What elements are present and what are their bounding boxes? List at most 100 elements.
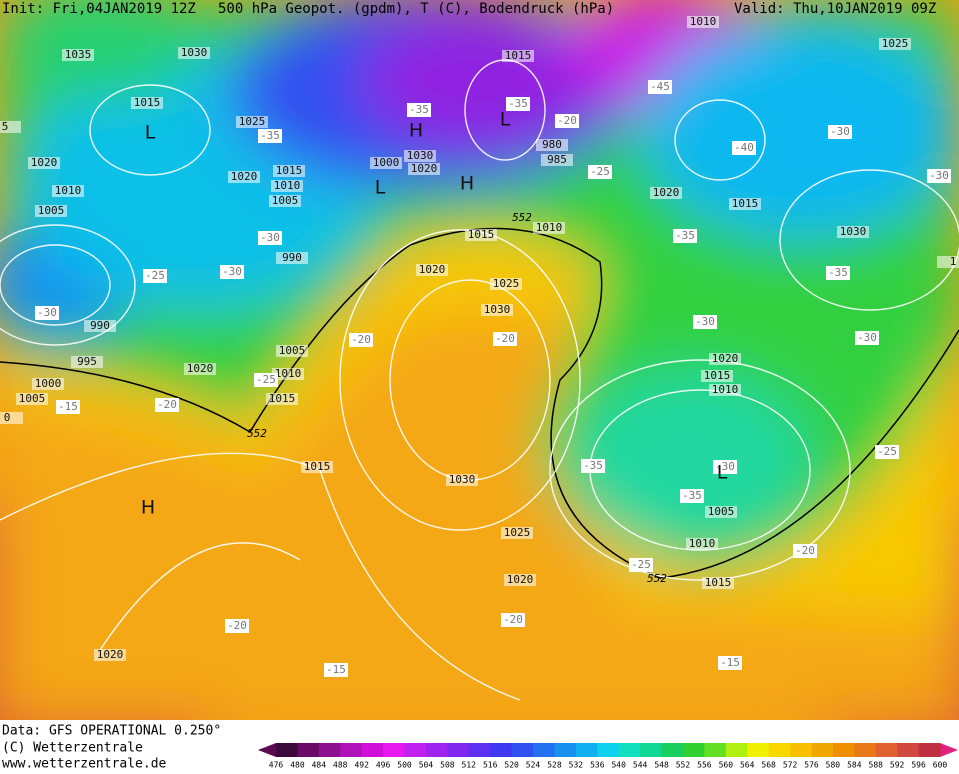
isobar-label-bg — [408, 163, 440, 175]
colorbar-tick-label: 564 — [740, 761, 755, 770]
colorbar-tick-label: 528 — [547, 761, 562, 770]
temperature-label: -30 — [260, 231, 280, 244]
temperature-label: -35 — [409, 103, 429, 116]
colorbar-cell — [747, 743, 770, 757]
colorbar-tick-label: 496 — [376, 761, 391, 770]
pressure-center: L — [375, 177, 386, 199]
temperature-label: -20 — [495, 332, 515, 345]
colorbar-tick-label: 536 — [590, 761, 605, 770]
temperature-label: -30 — [222, 265, 242, 278]
colorbar-tick-label: 556 — [697, 761, 712, 770]
isobar-label-bg — [52, 185, 84, 197]
isobar-label: 1010 — [536, 221, 563, 234]
isobar-label-bg — [28, 157, 60, 169]
colorbar-tick-label: 480 — [290, 761, 305, 770]
colorbar-tick-label: 588 — [869, 761, 884, 770]
colorbar-cell — [682, 743, 705, 757]
temperature-label-bg — [407, 103, 431, 117]
colorbar-tick-label: 580 — [826, 761, 841, 770]
colorbar-tick-label: 584 — [847, 761, 862, 770]
colorbar-tick-label: 552 — [676, 761, 691, 770]
colorbar-cell — [918, 743, 941, 757]
temperature-label: -30 — [37, 306, 57, 319]
temperature-label: -35 — [583, 459, 603, 472]
colorbar-cell — [768, 743, 791, 757]
isobar-label: 1030 — [449, 473, 476, 486]
isobar-label-bg — [276, 252, 308, 264]
isobar-label: 1015 — [704, 369, 731, 382]
init-time: Init: Fri,04JAN2019 12Z — [2, 1, 196, 17]
colorbar-tick-label: 524 — [526, 761, 541, 770]
colorbar-cell — [340, 743, 363, 757]
colorbar-cell — [383, 743, 406, 757]
colorbar-tick-label: 492 — [354, 761, 369, 770]
temperature-label-bg — [258, 129, 282, 143]
temperature-label-bg — [629, 558, 653, 572]
temperature-label: -25 — [631, 558, 651, 571]
isobar-label-bg — [937, 256, 959, 268]
colorbar-tick-label: 596 — [911, 761, 926, 770]
temperature-label-bg — [324, 663, 348, 677]
isobar-label: 1020 — [187, 362, 214, 375]
colorbar-tick-label: 516 — [483, 761, 498, 770]
colorbar-tick-label: 500 — [397, 761, 412, 770]
colorbar-tick-label: 560 — [719, 761, 734, 770]
temperature-label: -20 — [227, 619, 247, 632]
temperature-label: -35 — [508, 97, 528, 110]
isobar-label: 1030 — [840, 225, 867, 238]
colorbar-tick-label: 540 — [611, 761, 626, 770]
isobar-label-bg — [536, 139, 568, 151]
isobar-label-bg — [272, 368, 304, 380]
temperature-label-bg — [220, 265, 244, 279]
temperature-label: -35 — [260, 129, 280, 142]
isobar-label-bg — [32, 378, 64, 390]
temperature-label-bg — [506, 97, 530, 111]
temperature-label-bg — [718, 656, 742, 670]
temperature-label: -30 — [715, 460, 735, 473]
isobar-label-bg — [533, 222, 565, 234]
isobar-label: 1015 — [505, 49, 532, 62]
isobar-label: 1020 — [97, 648, 124, 661]
colorbar-tick-label: 572 — [783, 761, 798, 770]
colorbar-cell — [297, 743, 320, 757]
isobar-label: 1 — [950, 255, 957, 268]
colorbar-tick-label: 576 — [804, 761, 819, 770]
isobar-label-bg — [16, 393, 48, 405]
pressure-center: L — [145, 122, 156, 144]
isobar-label-bg — [71, 356, 103, 368]
isobar-label: 1020 — [411, 162, 438, 175]
isobar-label: 1015 — [276, 164, 303, 177]
colorbar-cell — [490, 743, 513, 757]
isobar-label-bg — [709, 384, 741, 396]
colorbar-tick-label: 568 — [761, 761, 776, 770]
colorbar-cell — [361, 743, 384, 757]
colorbar-tick-label: 504 — [419, 761, 434, 770]
pressure-center: H — [409, 120, 423, 142]
isobar-label-bg — [236, 116, 268, 128]
colorbar-tick-label: 532 — [569, 761, 584, 770]
temperature-label-bg — [349, 333, 373, 347]
isobar-label: 1015 — [134, 96, 161, 109]
temperature-label-bg — [673, 229, 697, 243]
isobar-label-bg — [271, 180, 303, 192]
colorbar-tick-label: 544 — [633, 761, 648, 770]
colorbar-low-end — [258, 743, 276, 757]
isobar-label-bg — [481, 304, 513, 316]
colorbar-cell — [597, 743, 620, 757]
isobar-label: 980 — [542, 138, 562, 151]
colorbar-cell — [875, 743, 898, 757]
copyright: (C) Wetterzentrale — [2, 741, 143, 756]
temperature-label-bg — [855, 331, 879, 345]
temperature-label-bg — [826, 266, 850, 280]
isobar-label-bg — [490, 278, 522, 290]
isobar-label: 1005 — [708, 505, 735, 518]
temperature-label-bg — [793, 544, 817, 558]
isobar-label: 1020 — [31, 156, 58, 169]
website: www.wetterzentrale.de — [2, 757, 167, 771]
colorbar-cell — [276, 743, 298, 757]
colorbar-tick-label: 548 — [654, 761, 669, 770]
temperature-label-bg — [143, 269, 167, 283]
isobar-label: 1020 — [712, 352, 739, 365]
isobar-label: 1015 — [732, 197, 759, 210]
